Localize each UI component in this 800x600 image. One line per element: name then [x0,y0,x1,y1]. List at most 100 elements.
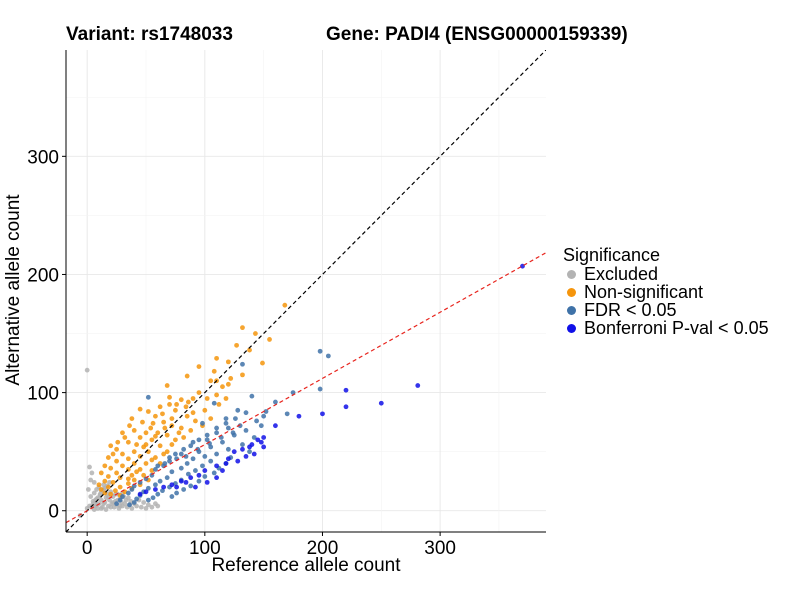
data-point [143,461,149,466]
data-point [169,494,175,499]
data-point [153,455,158,460]
data-point [162,461,168,466]
data-point [243,453,249,459]
data-point [243,410,249,416]
data-point [157,478,163,484]
data-point [188,443,194,449]
legend-swatch-bonferroni [567,323,576,333]
data-point [240,446,245,452]
data-point [150,420,156,426]
data-point [137,479,143,485]
data-point [204,432,210,438]
data-point [96,482,102,488]
data-point [343,387,349,393]
data-point [254,418,259,424]
data-point [91,490,97,496]
data-point [167,458,172,464]
fit-line [66,252,546,524]
data-point [251,451,257,457]
data-point [85,487,91,492]
data-point [176,430,182,436]
data-point [153,482,158,488]
data-point [137,435,143,440]
data-point [129,472,135,478]
data-point [120,451,125,457]
data-point [157,404,163,410]
data-point [153,413,158,419]
data-point [317,348,323,354]
data-point [149,437,155,443]
data-point [120,463,125,469]
data-point [141,444,147,450]
data-point [145,485,151,491]
data-point [129,416,135,421]
data-point [190,456,196,462]
data-point [220,468,225,473]
data-point [161,419,167,425]
data-point [134,469,139,475]
data-point [208,416,214,421]
data-point [223,416,229,421]
data-point [160,411,165,417]
data-point [169,469,175,475]
data-point [273,423,278,429]
data-point [138,504,144,510]
data-point [188,428,194,433]
grid-lines [66,50,546,532]
data-point [260,360,265,366]
data-point [167,402,172,407]
data-point [161,451,167,457]
x-tick-label: 0 [82,538,93,559]
data-point [84,367,90,373]
legend-item-fdr: FDR < 0.05 [563,301,769,319]
data-point [155,463,161,469]
legend-swatch-fdr [567,305,576,315]
data-point [240,361,245,367]
data-point [200,420,205,426]
data-point [95,495,101,501]
data-point [153,487,158,492]
data-point [296,413,302,419]
y-axis-label: Alternative allele count [3,194,24,386]
data-point [141,500,147,505]
data-point [164,383,170,388]
data-point [137,406,143,412]
data-point [167,455,172,460]
data-point [223,420,229,426]
data-point [108,443,114,449]
data-point [125,495,131,501]
data-point [190,439,196,445]
data-point [185,471,191,477]
data-point [114,458,119,464]
axis-ticks: 0 100 200 300 0 100 200 300 [27,147,456,559]
data-point [231,449,237,455]
data-point [115,439,121,445]
data-point [267,337,272,342]
data-point [225,425,231,431]
data-point [214,430,219,436]
data-point [98,470,104,476]
data-point [195,446,201,452]
data-point [220,439,225,445]
data-point [114,470,119,476]
data-point [343,404,349,410]
data-point [184,373,190,379]
data-point [320,411,325,417]
data-point [98,497,104,503]
data-point [149,504,155,510]
data-point [243,428,249,433]
data-point [235,407,241,413]
data-point [204,396,210,401]
data-point [134,496,139,502]
data-point [190,410,196,416]
data-point [143,489,149,495]
data-point [167,394,172,400]
data-point [178,425,184,431]
data-point [162,425,168,431]
data-point [155,491,161,497]
data-point [251,435,257,440]
data-point [317,386,323,392]
data-point [150,495,156,501]
data-point [125,476,131,482]
